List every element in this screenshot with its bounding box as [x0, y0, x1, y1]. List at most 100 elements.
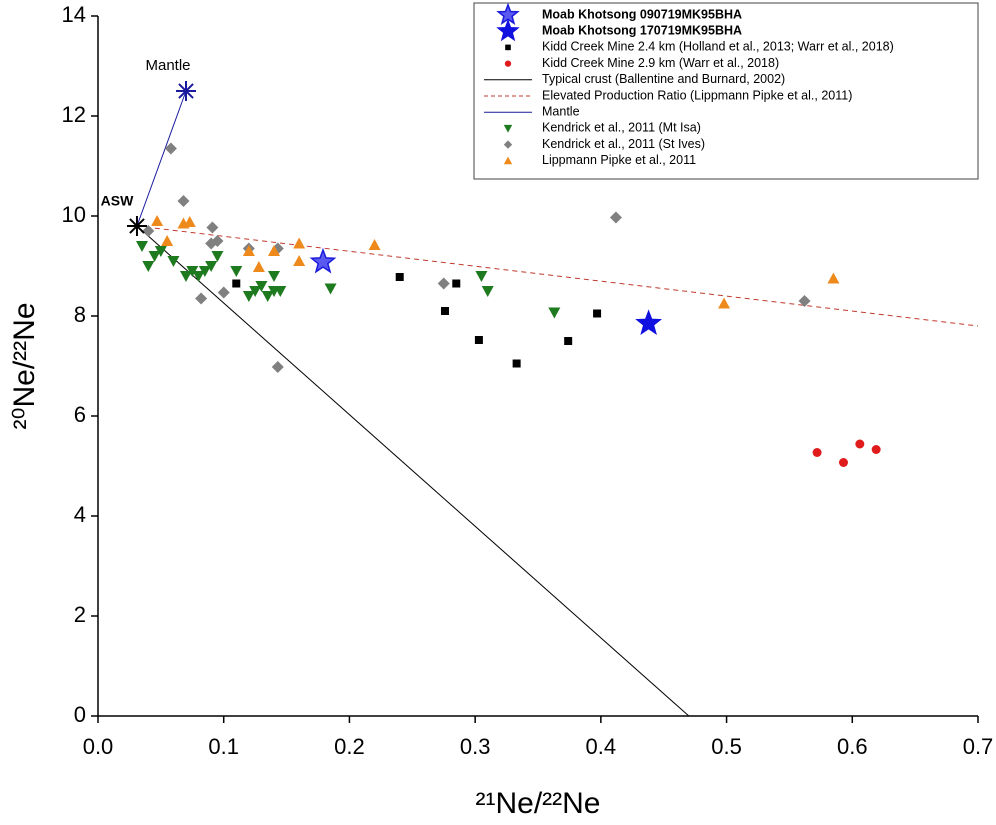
diamond-marker [206, 221, 219, 234]
series-line [136, 225, 690, 717]
x-tick-label: 0.7 [963, 734, 994, 759]
triangle-marker [151, 215, 164, 226]
x-tick-label: 0.4 [586, 734, 617, 759]
diamond-marker [798, 295, 811, 307]
y-tick-label: 14 [62, 2, 86, 27]
y-axis-title: ²⁰Ne/²²Ne [8, 302, 41, 429]
diamond-marker [164, 142, 177, 155]
square-marker [395, 273, 404, 281]
x-tick-label: 0.2 [334, 734, 365, 759]
diamond-marker [217, 286, 230, 299]
legend-box [473, 2, 979, 180]
triangle-marker [252, 261, 265, 272]
square-marker [232, 279, 241, 288]
x-tick-label: 0.3 [460, 734, 491, 759]
triangle-marker [180, 271, 192, 282]
diamond-marker [609, 211, 622, 224]
triangle-marker [148, 251, 161, 262]
x-tick-label: 0.0 [83, 734, 114, 759]
y-tick-label: 2 [74, 602, 86, 627]
triangle-marker [261, 291, 274, 302]
series-line [136, 225, 979, 327]
square-marker [440, 307, 449, 315]
square-marker [474, 336, 483, 344]
triangle-marker [211, 251, 224, 262]
legend-label: Kendrick et al., 2011 (Mt Isa) [542, 121, 701, 135]
diamond-marker [142, 225, 155, 237]
asterisk-marker [176, 81, 196, 101]
circle-marker [871, 445, 881, 454]
y-tick-label: 0 [74, 702, 86, 727]
circle-marker [812, 448, 822, 457]
triangle-marker [198, 266, 211, 277]
triangle-marker [827, 272, 840, 284]
diamond-marker [211, 235, 224, 247]
triangle-marker [142, 261, 155, 272]
y-tick-label: 10 [62, 202, 86, 227]
square-marker [505, 44, 511, 51]
diamond-marker [271, 361, 284, 373]
diamond-marker [195, 292, 208, 305]
legend-label: Typical crust (Ballentine and Burnard, 2… [542, 72, 785, 86]
legend-label: Mantle [542, 104, 580, 118]
legend-label: Kidd Creek Mine 2.9 km (Warr et al., 201… [542, 56, 779, 70]
triangle-marker [475, 271, 488, 282]
diamond-marker [437, 277, 450, 290]
x-axis-title: ²¹Ne/²²Ne [476, 787, 601, 820]
square-marker [564, 337, 573, 345]
triangle-marker [242, 291, 255, 302]
square-marker [452, 279, 461, 288]
legend-label: Lippmann Pipke et al., 2011 [542, 153, 696, 167]
triangle-marker [274, 286, 287, 297]
triangle-marker [293, 237, 306, 249]
star-marker [635, 309, 663, 335]
triangle-marker [718, 297, 731, 309]
asterisk-stroke [178, 83, 194, 99]
triangle-marker [249, 286, 262, 297]
square-marker [593, 309, 602, 318]
triangle-marker [205, 261, 218, 272]
legend-label: Elevated Production Ratio (Lippmann Pipk… [542, 88, 852, 102]
legend-label: Kendrick et al., 2011 (St Ives) [542, 137, 705, 151]
x-tick-label: 0.6 [837, 734, 868, 759]
legend-label: Moab Khotsong 090719MK95BHA [542, 7, 742, 21]
triangle-marker [230, 266, 243, 277]
y-tick-label: 8 [74, 302, 86, 327]
circle-marker [838, 458, 848, 467]
triangle-marker [268, 245, 280, 256]
circle-marker [855, 439, 865, 449]
y-tick-label: 4 [74, 502, 86, 527]
triangle-marker [503, 124, 513, 133]
annotation-label: Mantle [145, 57, 190, 74]
triangle-marker [255, 281, 268, 292]
annotation-label: ASW [101, 193, 134, 209]
triangle-marker [161, 235, 174, 246]
legend-label: Moab Khotsong 170719MK95BHA [542, 23, 742, 37]
circle-marker [504, 60, 512, 67]
triangle-marker [503, 156, 513, 165]
triangle-marker [183, 216, 196, 227]
asterisk-marker [126, 216, 147, 236]
square-marker [512, 359, 521, 368]
star-marker [496, 18, 520, 42]
y-tick-label: 12 [62, 102, 86, 127]
diamond-marker [177, 195, 190, 207]
legend-label: Kidd Creek Mine 2.4 km (Holland et al., … [542, 40, 894, 54]
triangle-marker [481, 286, 494, 297]
triangle-marker [368, 239, 381, 250]
triangle-marker [242, 245, 255, 256]
triangle-marker [192, 271, 205, 282]
triangle-marker [268, 271, 280, 282]
triangle-marker [136, 241, 148, 252]
triangle-marker [548, 307, 561, 319]
triangle-marker [293, 255, 306, 266]
x-tick-label: 0.5 [711, 734, 742, 759]
star-marker [309, 247, 337, 274]
triangle-marker [324, 283, 337, 295]
x-tick-label: 0.1 [208, 734, 239, 759]
series-line [136, 90, 187, 227]
triangle-marker [186, 266, 199, 277]
triangle-marker [167, 256, 180, 267]
triangle-marker [154, 246, 167, 257]
